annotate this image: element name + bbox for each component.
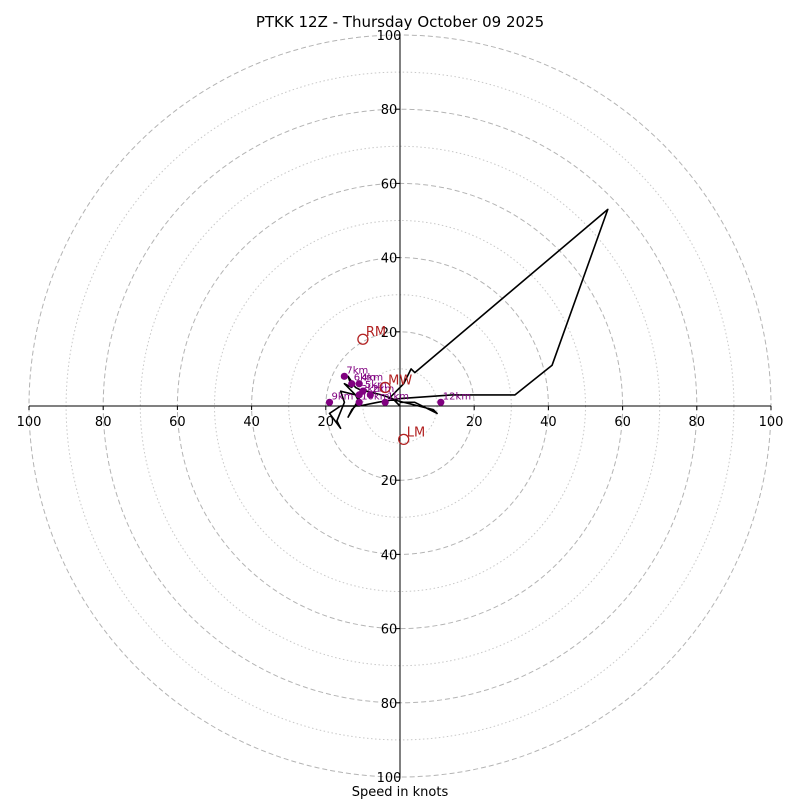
height-marker-label: 9km	[332, 391, 354, 402]
wind-profile	[328, 208, 609, 430]
height-marker-dot	[355, 380, 363, 388]
storm-motion-label: RM	[366, 325, 386, 340]
storm-motion-label: MW	[388, 373, 412, 388]
storm-motion-marker	[379, 381, 391, 394]
x-tick-label: 20	[466, 415, 483, 430]
y-tick-label: 60	[381, 177, 398, 192]
height-marker-label: 4km	[361, 373, 383, 384]
height-marker-dot	[366, 391, 374, 399]
y-tick-label: 100	[377, 771, 402, 786]
y-tick-label: 20	[381, 326, 398, 341]
height-marker-label: 12km	[443, 391, 471, 402]
height-marker-dot	[355, 398, 363, 406]
y-tick-label: 60	[381, 623, 398, 638]
y-tick-label: 20	[381, 474, 398, 489]
x-axis-label: Speed in knots	[352, 785, 449, 800]
x-tick-label: 100	[17, 415, 42, 430]
height-marker-label: 10km	[361, 391, 389, 402]
height-marker-label: 3km	[361, 384, 383, 395]
height-marker-label: 2km	[372, 384, 394, 395]
storm-motion-markers: RM MW LM	[357, 325, 425, 446]
height-marker-dot	[348, 380, 356, 388]
storm-motion-marker	[357, 333, 369, 345]
wind-profile-line	[328, 208, 609, 430]
height-marker-label: 7km	[346, 365, 368, 376]
height-marker-label: 1km	[387, 391, 409, 402]
x-tick-label: 60	[614, 415, 631, 430]
height-marker-dot	[437, 398, 445, 406]
y-tick-label: 80	[381, 103, 398, 118]
x-tick-label: 80	[689, 415, 706, 430]
tick-labels: 100 80 60 40 20 20 40 60 80 100 100 80 60 40 20 20 40 60 8…	[17, 29, 784, 786]
height-marker-dot	[381, 398, 389, 406]
y-tick-label: 80	[381, 697, 398, 712]
y-tick-label: 40	[381, 548, 398, 563]
x-tick-label: 20	[318, 415, 335, 430]
x-tick-label: 100	[759, 415, 784, 430]
x-tick-label: 40	[540, 415, 557, 430]
y-tick-label: 40	[381, 252, 398, 267]
x-tick-label: 80	[95, 415, 112, 430]
height-marker-label: 6km	[354, 373, 376, 384]
x-tick-label: 40	[243, 415, 260, 430]
height-marker-dot	[359, 387, 367, 395]
height-marker-label: 5km	[365, 380, 387, 391]
y-tick-label: 100	[377, 29, 402, 44]
height-marker-dot	[340, 372, 348, 380]
storm-motion-label: LM	[407, 425, 425, 440]
height-marker-dot	[325, 398, 334, 406]
x-tick-label: 60	[169, 415, 186, 430]
storm-motion-marker	[398, 433, 410, 446]
chart-title: PTKK 12Z - Thursday October 09 2025	[256, 13, 544, 31]
